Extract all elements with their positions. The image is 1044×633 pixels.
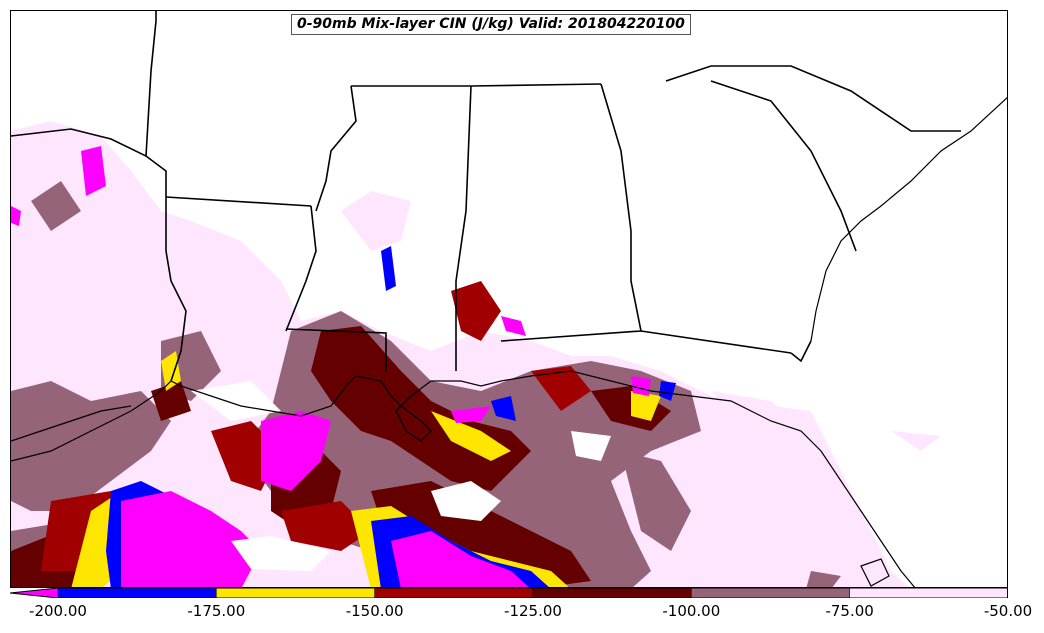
colorbar-bin (57, 588, 217, 598)
colorbar-bin (691, 588, 850, 598)
colorbar-tick-label: -75.00 (825, 602, 874, 620)
colorbar-tick-label: -150.00 (345, 602, 404, 620)
colorbar-under-extension (10, 588, 58, 598)
colorbar-tick-label: -125.00 (504, 602, 562, 620)
map-title: 0-90mb Mix-layer CIN (J/kg) Valid: 20180… (291, 14, 691, 35)
map-panel (10, 10, 1008, 588)
colorbar (10, 588, 1008, 598)
cin-fill-white-patches (191, 381, 611, 571)
colorbar-tick-label: -50.00 (983, 602, 1033, 620)
colorbar-tick-label: -175.00 (187, 602, 246, 620)
cin-fill-magenta (11, 146, 651, 587)
colorbar-bin (216, 588, 375, 598)
colorbar-tick-label: -200.00 (29, 602, 87, 620)
coastline (11, 97, 1007, 587)
colorbar-bin (374, 588, 534, 598)
state-boundaries (11, 11, 961, 382)
colorbar-bin (849, 588, 1008, 598)
cin-map (11, 11, 1007, 587)
colorbar-bin (532, 588, 692, 598)
colorbar-outline (10, 588, 1008, 598)
colorbar-tick-label: -100.00 (662, 602, 721, 620)
